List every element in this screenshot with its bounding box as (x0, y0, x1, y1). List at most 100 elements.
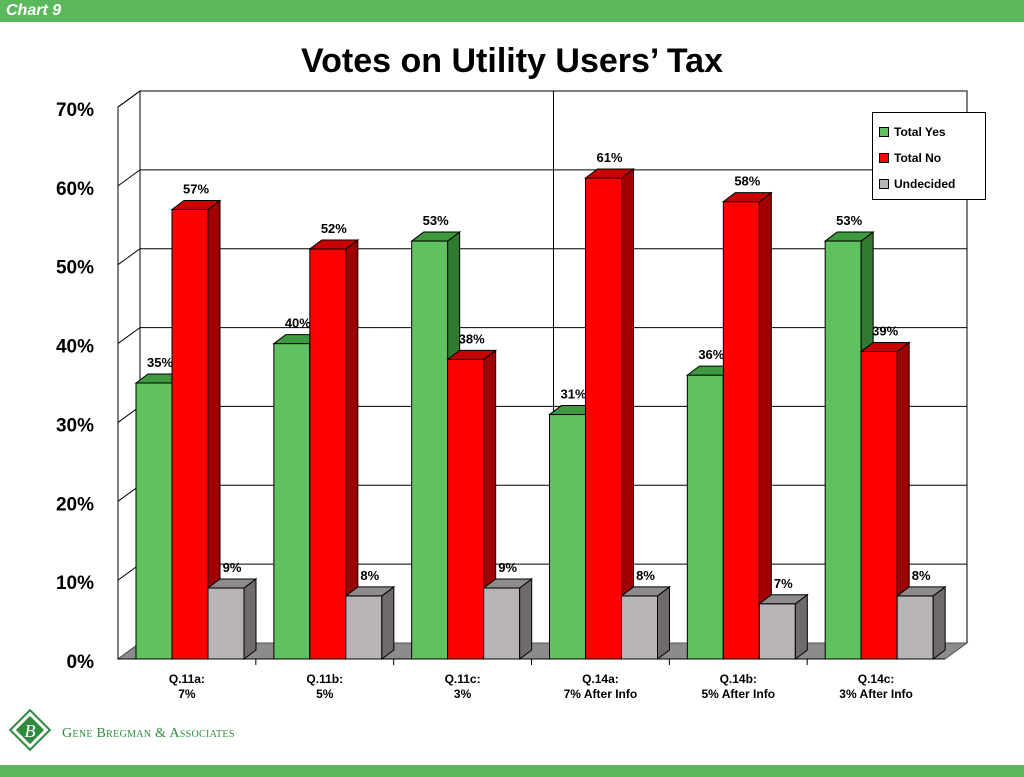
bar-undecided-top (482, 578, 534, 589)
bar-undecided-front (621, 595, 658, 660)
logo-letter: B (25, 721, 36, 741)
x-category-label: 3% After Info (839, 687, 913, 701)
legend-item-undecided: Undecided (879, 171, 979, 197)
chart-number-label: Chart 9 (6, 2, 62, 19)
data-label-yes: 40% (285, 316, 311, 331)
bar-no-front (171, 209, 209, 660)
bar-yes-front (824, 240, 862, 660)
chart-title: Votes on Utility Users’ Tax (301, 42, 723, 80)
bottom-banner (0, 765, 1024, 777)
bar-undecided-top (344, 586, 396, 597)
bar-undecided-front (896, 595, 934, 660)
data-label-undecided: 8% (912, 568, 931, 583)
bar-undecided-side (381, 585, 395, 660)
bar-no-top (446, 349, 498, 360)
data-label-yes: 36% (698, 347, 724, 362)
y-tick-label: 30% (56, 415, 94, 436)
bar-undecided-side (519, 578, 533, 660)
data-label-no: 39% (872, 323, 898, 338)
data-label-yes: 31% (560, 387, 586, 402)
bar-yes-top (823, 231, 875, 242)
company-name: Gene Bregman & Associates (62, 726, 235, 741)
y-tick-label: 10% (56, 573, 94, 594)
chart-legend: Total Yes Total No Undecided (872, 112, 986, 200)
x-category-label: Q.11b: (306, 672, 343, 686)
data-label-no: 52% (321, 221, 347, 236)
bar-yes-front (411, 240, 449, 660)
y-tick-label: 0% (67, 652, 95, 673)
bar-no-side (758, 191, 772, 660)
x-category-label: Q.11c: (445, 672, 481, 686)
bar-undecided-side (932, 585, 946, 660)
bar-no-front (860, 350, 898, 660)
bar-yes-front (135, 382, 173, 660)
data-label-no: 57% (183, 182, 209, 197)
x-category-label: Q.14a: (582, 672, 619, 686)
bar-undecided-side (243, 578, 257, 660)
bar-no-front (309, 248, 347, 660)
bar-no-front (585, 177, 622, 660)
bar-yes-top (410, 231, 462, 242)
y-tick-label: 20% (56, 494, 94, 515)
legend-label-no: Total No (894, 151, 942, 165)
bar-no-top (308, 239, 360, 250)
bar-chart: 0%10%20%30%40%50%60%70%35%57%9%Q.11a:7%4… (56, 90, 969, 701)
legend-label-undecided: Undecided (894, 177, 956, 191)
legend-item-no: Total No (879, 145, 979, 171)
bar-no-top (721, 192, 773, 203)
legend-swatch-yes (879, 127, 889, 137)
y-tick-label: 40% (56, 337, 94, 358)
bar-no-front (722, 201, 760, 660)
top-banner: Chart 9 (0, 0, 1024, 22)
data-label-no: 38% (459, 331, 485, 346)
data-label-yes: 53% (836, 213, 862, 228)
gridline (117, 90, 967, 108)
bar-yes-front (686, 374, 724, 660)
bar-undecided-front (758, 603, 796, 660)
data-label-undecided: 8% (360, 568, 379, 583)
y-tick-label: 70% (56, 100, 94, 121)
x-category-label: 3% (454, 687, 472, 701)
data-label-undecided: 8% (636, 568, 655, 583)
bar-undecided-front (207, 587, 245, 660)
bar-undecided-front (345, 595, 383, 660)
gridline (117, 248, 967, 266)
x-category-label: 5% (316, 687, 334, 701)
x-category-label: 5% After Info (701, 687, 775, 701)
legend-item-yes: Total Yes (879, 119, 979, 145)
bar-undecided-top (895, 586, 947, 597)
legend-swatch-no (879, 153, 889, 163)
bar-undecided-side (657, 585, 670, 660)
bar-no-top (584, 168, 635, 179)
bar-yes-front (549, 414, 586, 660)
data-label-undecided: 7% (774, 576, 793, 591)
gridline (117, 169, 967, 187)
bar-undecided-top (206, 578, 258, 589)
x-category-label: Q.14b: (720, 672, 757, 686)
legend-swatch-undecided (879, 179, 889, 189)
bar-no-side (621, 167, 634, 660)
bar-no-top (859, 341, 911, 352)
data-label-yes: 53% (423, 213, 449, 228)
bar-undecided-side (794, 593, 808, 660)
bar-undecided-top (757, 594, 809, 605)
bar-yes-front (273, 343, 311, 660)
x-category-label: 7% (178, 687, 196, 701)
data-label-undecided: 9% (498, 560, 517, 575)
y-tick-label: 60% (56, 179, 94, 200)
gridline (117, 327, 967, 344)
bar-no-top (170, 200, 222, 211)
x-category-label: 7% After Info (564, 687, 638, 701)
bar-undecided-front (483, 587, 521, 660)
bar-no-front (447, 358, 485, 660)
x-category-label: Q.11a: (169, 672, 205, 686)
data-label-no: 61% (596, 150, 622, 165)
data-label-no: 58% (734, 174, 760, 189)
data-label-yes: 35% (147, 355, 173, 370)
bar-undecided-top (620, 586, 671, 597)
legend-label-yes: Total Yes (894, 125, 946, 139)
company-logo-icon: B (8, 708, 52, 752)
y-tick-label: 50% (56, 258, 94, 279)
data-label-undecided: 9% (223, 560, 242, 575)
x-category-label: Q.14c: (858, 672, 895, 686)
